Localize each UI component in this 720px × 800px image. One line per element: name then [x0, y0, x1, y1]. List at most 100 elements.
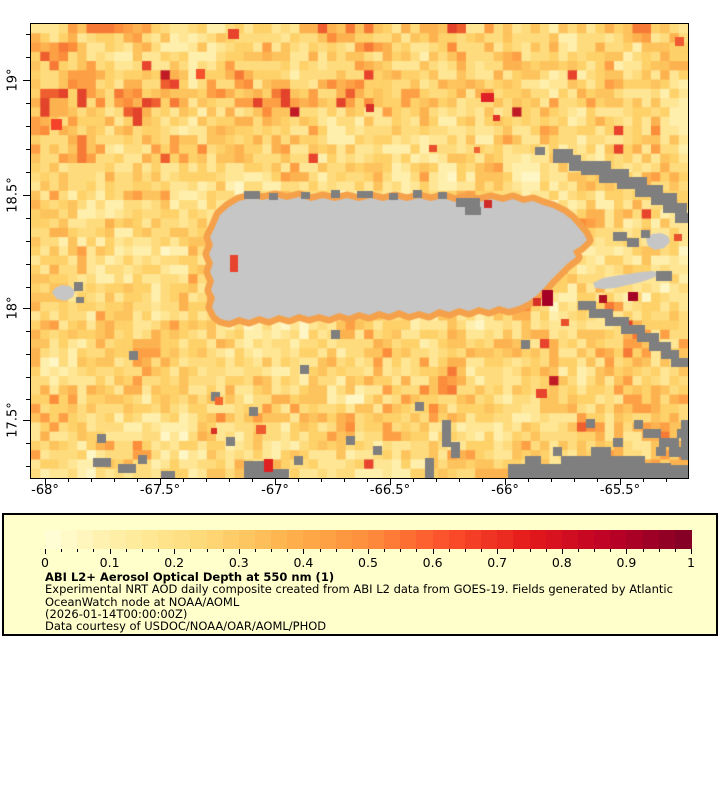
- colorbar-minor-tick: [77, 549, 79, 552]
- colorbar-step: [254, 530, 272, 549]
- colorbar-minor-tick: [481, 549, 483, 552]
- colorbar-step: [158, 530, 175, 549]
- colorbar-tick-label: 0.6: [422, 555, 443, 570]
- y-axis-minor-tick: [26, 172, 30, 173]
- x-axis-minor-tick: [597, 479, 598, 482]
- x-axis-minor-tick: [298, 479, 299, 482]
- caption-title: ABI L2+ Aerosol Optical Depth at 550 nm …: [45, 570, 335, 584]
- colorbar-step: [416, 530, 434, 549]
- colorbar-minor-tick: [384, 549, 386, 552]
- x-axis-minor-tick: [252, 479, 253, 482]
- colorbar-step: [125, 530, 143, 549]
- colorbar-minor-tick: [464, 549, 466, 552]
- colorbar-tick-label: 1: [687, 555, 695, 570]
- colorbar-step: [464, 530, 482, 549]
- caption: ABI L2+ Aerosol Optical Depth at 550 nm …: [45, 570, 673, 633]
- colorbar-minor-tick: [594, 549, 596, 552]
- colorbar-step: [45, 530, 62, 549]
- x-axis-tick: [45, 479, 46, 485]
- colorbar-minor-tick: [658, 549, 660, 552]
- x-axis-tick: [505, 479, 506, 485]
- x-axis-tick: [275, 479, 276, 485]
- colorbar-step: [642, 530, 660, 549]
- colorbar-tick-label: 0.4: [293, 555, 314, 570]
- colorbar-tick-label: 0.8: [551, 555, 572, 570]
- colorbar-tick: [691, 549, 692, 554]
- colorbar-step: [513, 530, 531, 549]
- y-axis-tick-label: 18°: [5, 296, 21, 320]
- y-axis-tick: [23, 420, 30, 421]
- colorbar-tick: [432, 549, 434, 554]
- colorbar-minor-tick: [642, 549, 644, 552]
- y-axis-minor-tick: [26, 218, 30, 219]
- x-axis-minor-tick: [482, 479, 483, 482]
- y-axis-minor-tick: [26, 126, 30, 127]
- colorbar-step: [432, 530, 450, 549]
- colorbar-minor-tick: [61, 549, 63, 552]
- colorbar-tick-label: 0.9: [616, 555, 637, 570]
- y-axis-minor-tick: [26, 103, 30, 104]
- x-axis-minor-tick: [114, 479, 115, 482]
- colorbar-step: [190, 530, 208, 549]
- colorbar-tick: [303, 549, 305, 554]
- colorbar-minor-tick: [206, 549, 208, 552]
- colorbar-tick-label: 0.2: [164, 555, 185, 570]
- colorbar-minor-tick: [141, 549, 143, 552]
- colorbar-tick: [368, 549, 369, 554]
- colorbar-step: [93, 530, 111, 549]
- colorbar-minor-tick: [335, 549, 337, 552]
- colorbar-step: [658, 530, 676, 549]
- x-axis-tick-label: -66°: [491, 483, 519, 498]
- y-axis-minor-tick: [26, 399, 30, 400]
- colorbar-minor-tick: [93, 549, 95, 552]
- x-axis-minor-tick: [137, 479, 138, 482]
- x-axis-tick: [390, 479, 391, 485]
- caption-line: (2026-01-14T00:00:00Z): [45, 606, 188, 621]
- colorbar-minor-tick: [545, 549, 547, 552]
- x-axis-tick-label: -67°: [261, 483, 289, 498]
- x-axis-minor-tick: [206, 479, 207, 482]
- x-axis-minor-tick: [666, 479, 667, 482]
- y-axis-minor-tick: [26, 241, 30, 242]
- x-axis-tick-label: -67.5°: [139, 483, 181, 498]
- colorbar-minor-tick: [287, 549, 289, 552]
- y-axis-minor-tick: [26, 34, 30, 35]
- colorbar-minor-tick: [513, 549, 515, 552]
- colorbar-step: [529, 530, 547, 549]
- map-plot-frame: [30, 23, 689, 479]
- colorbar-step: [594, 530, 611, 549]
- legend-panel: ABI L2+ Aerosol Optical Depth at 550 nm …: [2, 513, 718, 636]
- colorbar-tick-label: 0.1: [99, 555, 120, 570]
- y-axis-minor-tick: [26, 377, 30, 378]
- colorbar-step: [287, 530, 304, 549]
- colorbar: [45, 530, 692, 549]
- y-axis-tick-label: 17.5°: [5, 402, 21, 438]
- colorbar-step: [319, 530, 337, 549]
- colorbar-tick: [109, 549, 111, 554]
- x-axis-minor-tick: [643, 479, 644, 482]
- colorbar-minor-tick: [222, 549, 224, 552]
- x-axis-tick-label: -66.5°: [369, 483, 411, 498]
- y-axis-minor-tick: [26, 331, 30, 332]
- y-axis-minor-tick: [26, 149, 30, 150]
- colorbar-tick: [45, 549, 46, 554]
- caption-lines: Experimental NRT AOD daily composite cre…: [45, 583, 673, 632]
- colorbar-tick-label: 0: [41, 555, 49, 570]
- y-axis-minor-tick: [26, 57, 30, 58]
- x-axis-minor-tick: [344, 479, 345, 482]
- x-axis-minor-tick: [413, 479, 414, 482]
- colorbar-step: [271, 530, 288, 549]
- colorbar-step: [238, 530, 256, 549]
- colorbar-step: [400, 530, 418, 549]
- colorbar-step: [497, 530, 514, 549]
- colorbar-tick-label: 0.3: [228, 555, 249, 570]
- colorbar-tick-label: 0.5: [358, 555, 378, 570]
- x-axis-minor-tick: [436, 479, 437, 482]
- colorbar-minor-tick: [674, 549, 676, 552]
- x-axis-minor-tick: [528, 479, 529, 482]
- colorbar-step: [77, 530, 95, 549]
- y-axis-tick-label: 19°: [5, 68, 21, 92]
- y-axis-tick: [23, 308, 30, 309]
- colorbar-minor-tick: [351, 549, 353, 552]
